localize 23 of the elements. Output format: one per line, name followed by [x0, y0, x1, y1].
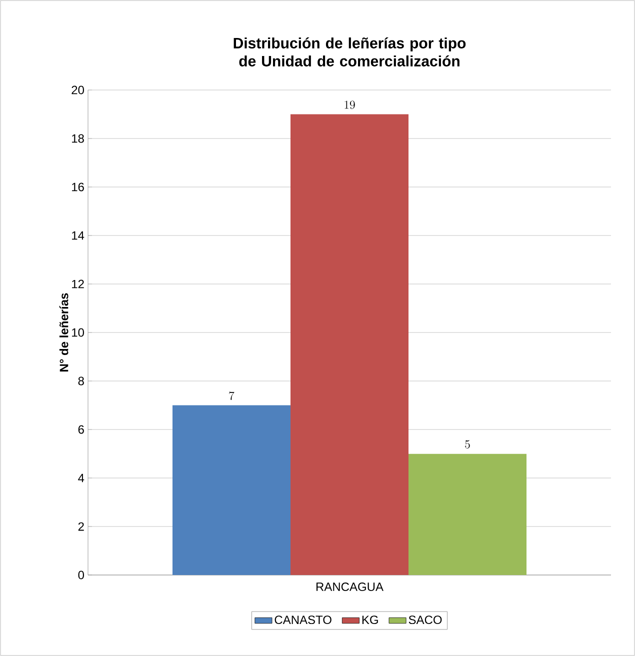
y-tick-label: 10: [72, 328, 84, 337]
y-tick-label: 6: [78, 425, 84, 434]
y-tick-label: 16: [72, 182, 84, 192]
bar: [172, 405, 290, 575]
chart-title: Distribución de leñerías por tipo de Unidad de comercialización: [234, 37, 466, 66]
bar: [408, 454, 526, 575]
legend-label: CANASTO: [274, 616, 332, 624]
bar: [290, 114, 408, 575]
y-tick-label: 12: [72, 280, 84, 288]
y-tick-label: 8: [78, 376, 84, 386]
data-label: 5: [465, 440, 470, 448]
y-tick-label: 14: [72, 231, 84, 240]
y-tick-label: 18: [72, 134, 84, 143]
y-tick-label: 2: [78, 522, 84, 531]
legend-label: KG: [362, 616, 378, 624]
legend-label: SACO: [408, 616, 442, 624]
y-axis-title: N° de leñerías: [59, 293, 68, 372]
data-label: 7: [229, 392, 234, 400]
y-tick-label: 4: [78, 474, 84, 482]
data-label: 19: [344, 100, 355, 109]
y-tick-label: 0: [78, 570, 84, 580]
y-tick-label: 20: [72, 86, 84, 94]
x-tick-label: RANCAGUA: [316, 582, 384, 592]
